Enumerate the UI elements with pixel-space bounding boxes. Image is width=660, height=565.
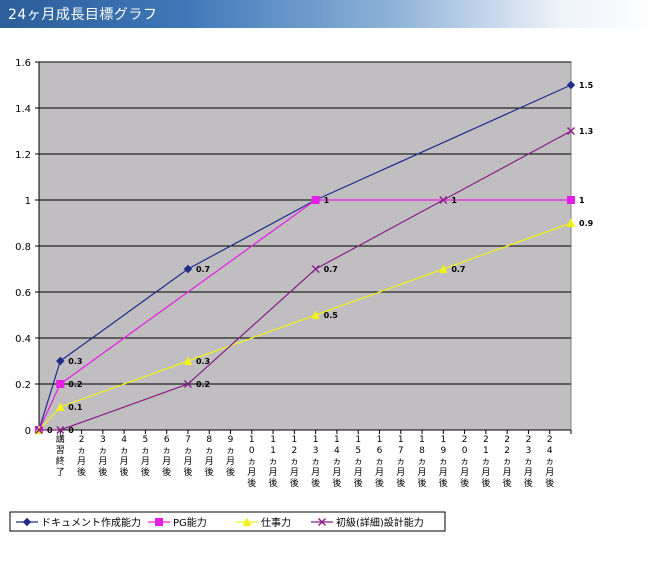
x-tick-label: 1 3 ヵ月後 — [311, 435, 320, 489]
x-tick-label: 2 0 ヵ月後 — [460, 435, 469, 489]
x-axis: 講習終了 2 ヵ月後 3 ヵ月後 4 ヵ月後 5 ヵ月後 6 ヵ月後 7 ヵ月後 8 ヵ月後 9 ヵ月後 1 0 ヵ月… — [39, 429, 572, 489]
x-tick-label: 4 ヵ月後 — [120, 435, 129, 478]
x-marker — [567, 127, 575, 135]
square-marker — [56, 380, 65, 388]
y-tick-label: 1 — [25, 196, 31, 207]
data-label: 0.2 — [68, 380, 82, 389]
x-marker-stroke — [318, 518, 326, 526]
data-label: 0.7 — [196, 265, 210, 274]
diamond-marker — [566, 80, 576, 90]
x-marker — [183, 380, 192, 388]
x-tick-label: 9 ヵ月後 — [226, 435, 235, 478]
page-title: 24ヶ月成長目標グラフ — [8, 7, 158, 23]
x-marker — [35, 426, 43, 434]
y-tick-label: 0 — [25, 426, 31, 437]
y-tick-label: 1.2 — [15, 150, 31, 161]
x-tick-label: 6 ヵ月後 — [162, 435, 171, 478]
x-tick-label: 1 0 ヵ月後 — [247, 435, 256, 489]
series-group — [34, 80, 576, 435]
y-axis: 0 0.2 0.4 0.6 0.8 1 1.2 1.4 1.6 — [15, 58, 40, 437]
x-tick-label: 1 8 ヵ月後 — [418, 435, 427, 489]
diamond-marker — [22, 517, 32, 527]
diamond-marker — [56, 356, 65, 366]
x-marker-stroke — [567, 127, 575, 135]
legend-label: ドキュメント作成能力 — [41, 516, 141, 529]
x-tick-label: 2 1 ヵ月後 — [481, 435, 490, 489]
y-tick-label: 0.2 — [15, 380, 31, 391]
square-marker — [567, 196, 575, 204]
x-marker-stroke — [56, 426, 65, 434]
x-tick-label: 2 3 ヵ月後 — [524, 435, 533, 489]
x-tick-label: 1 6 ヵ月後 — [375, 435, 384, 489]
square-marker — [311, 196, 320, 204]
legend-label: 仕事力 — [261, 516, 291, 529]
data-label: 1 — [579, 196, 585, 205]
data-label: 1.3 — [579, 127, 593, 136]
x-marker-stroke — [311, 265, 320, 273]
series-line — [39, 130, 572, 431]
data-label: 0.2 — [196, 380, 210, 389]
y-tick-label: 0.6 — [15, 288, 31, 299]
x-marker-stroke — [439, 196, 448, 204]
x-tick-label: 5 ヵ月後 — [141, 435, 150, 478]
x-marker — [318, 518, 326, 526]
triangle-marker — [311, 310, 320, 319]
y-tick-label: 1.4 — [15, 104, 31, 115]
x-tick-label: 2 2 ヵ月後 — [503, 435, 512, 489]
x-tick-label: 7 ヵ月後 — [183, 435, 192, 478]
data-label: 1 — [451, 196, 457, 205]
x-marker-stroke — [35, 426, 43, 434]
x-tick-label: 1 7 ヵ月後 — [396, 435, 405, 489]
data-label: 0.7 — [451, 265, 465, 274]
gridlines — [39, 61, 571, 385]
x-tick-label: 1 1 ヵ月後 — [269, 435, 278, 489]
x-marker-stroke — [183, 380, 192, 388]
triangle-marker — [242, 517, 252, 526]
data-labels: 0 0.3 0.7 1 1.5 0.2 1 0.1 0.3 0.5 0.7 0.9 0 0.2 0.7 1 1.… — [47, 81, 594, 435]
triangle-marker — [55, 402, 65, 411]
legend-box — [9, 511, 446, 532]
x-tick-label: 1 5 ヵ月後 — [354, 435, 363, 489]
data-label: 0.3 — [196, 357, 210, 366]
title-bar: 24ヶ月成長目標グラフ — [0, 0, 660, 28]
x-tick-label: 1 2 ヵ月後 — [290, 435, 299, 489]
y-tick-label: 0.8 — [15, 242, 31, 253]
legend: ドキュメント作成能力 PG能力 仕事力 初級(詳細)設計能力 — [9, 511, 446, 532]
x-tick-label: 1 4 ヵ月後 — [332, 435, 341, 489]
data-label: 0.1 — [68, 403, 83, 412]
x-marker — [56, 426, 65, 434]
data-label: 0.7 — [324, 265, 338, 274]
triangle-marker — [183, 356, 193, 365]
y-tick-label: 1.6 — [15, 58, 31, 69]
data-label: 1 — [324, 196, 330, 205]
legend-label: PG能力 — [173, 516, 207, 529]
diamond-marker — [183, 264, 193, 274]
data-label: 0 — [68, 426, 74, 435]
x-tick-label: 2 4 ヵ月後 — [545, 435, 554, 489]
x-tick-label: 講習終了 — [56, 433, 65, 478]
y-tick-label: 0.4 — [15, 334, 31, 345]
data-label: 1.5 — [579, 81, 594, 90]
triangle-marker — [439, 264, 448, 273]
x-tick-label: 1 9 ヵ月後 — [439, 435, 448, 489]
square-marker — [155, 518, 163, 526]
data-label: 0 — [47, 426, 53, 435]
data-label: 0.9 — [579, 219, 594, 228]
data-label: 0.5 — [324, 311, 339, 320]
triangle-marker — [566, 218, 576, 227]
line-chart: 0 0.2 0.4 0.6 0.8 1 1.2 1.4 1.6 講習終了 2 ヵ月後 3 ヵ月後 4 ヵ月後… — [9, 58, 594, 532]
x-tick-label: 2 ヵ月後 — [77, 435, 86, 478]
x-tick-label: 8 ヵ月後 — [205, 435, 214, 478]
x-marker — [311, 265, 320, 273]
data-label: 0.3 — [68, 357, 82, 366]
x-tick-label: 3 ヵ月後 — [98, 435, 107, 478]
x-marker — [439, 196, 448, 204]
legend-label: 初級(詳細)設計能力 — [336, 516, 424, 529]
